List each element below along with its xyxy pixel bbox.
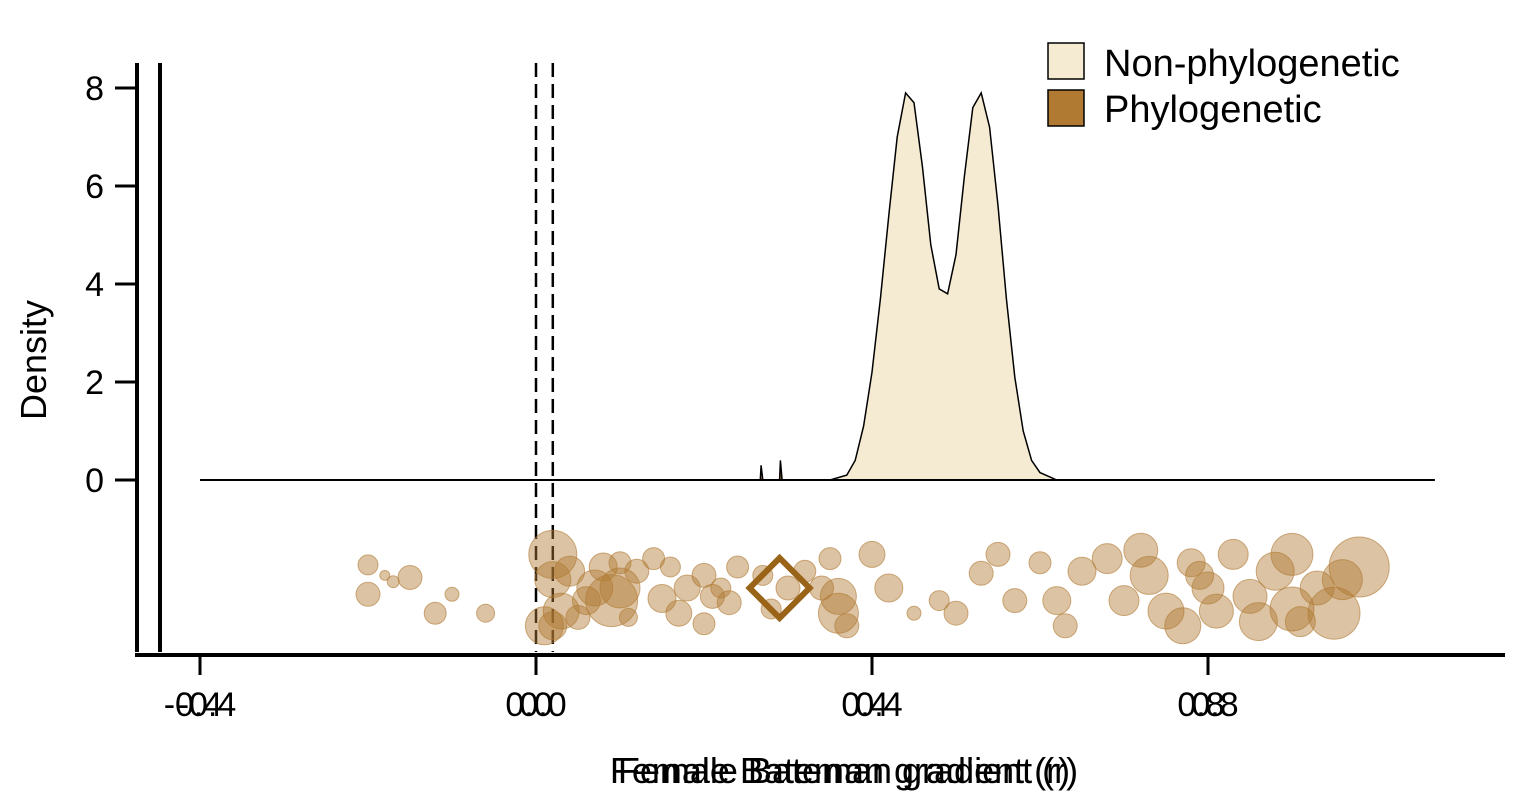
effect-size-point	[968, 560, 994, 586]
effect-size-point	[710, 577, 732, 599]
effect-size-point	[534, 561, 572, 599]
effect-size-point	[444, 586, 460, 602]
effect-size-point	[624, 558, 650, 584]
effect-size-point	[1232, 578, 1268, 614]
effect-size-point	[538, 611, 568, 641]
effect-size-point	[1198, 593, 1234, 629]
effect-size-point	[1328, 536, 1390, 598]
x-tick-label: 0.4	[841, 686, 888, 724]
effect-size-point	[906, 605, 922, 621]
effect-size-point	[1108, 585, 1140, 617]
effect-size-points	[355, 529, 1390, 646]
effect-size-point	[1002, 588, 1028, 614]
effect-size-point	[1028, 551, 1052, 575]
x-tick-label: 0.0	[519, 686, 566, 724]
legend-label-phylogenetic: Phylogenetic	[1104, 89, 1322, 131]
summary-diamond	[745, 553, 814, 623]
x-tick-label: -0.4	[178, 686, 237, 724]
effect-size-point	[1321, 559, 1363, 601]
effect-size-point	[817, 592, 859, 634]
y-ticks: 0 2 4 6 8	[85, 70, 137, 500]
effect-size-point	[585, 574, 639, 628]
x-tick-label: 0.8	[1191, 686, 1238, 724]
y-tick-label: 6	[85, 168, 104, 206]
x-tick-label: 0.4	[855, 686, 902, 724]
effect-size-point	[554, 555, 586, 587]
legend-swatch-phylogenetic	[1047, 89, 1085, 127]
reference-lines	[534, 63, 555, 652]
x-ticks: -0.4-0.4 0.00.0 0.40.4 0.80.8	[164, 655, 1239, 724]
y-tick-label: 0	[85, 462, 104, 500]
effect-size-point	[1147, 592, 1185, 630]
effect-size-point	[542, 592, 580, 630]
effect-size-point	[1185, 560, 1215, 590]
effect-size-point	[699, 583, 725, 609]
effect-size-point	[1238, 602, 1278, 642]
x-axis-title-overlay: Female Bateman gradient (r)	[618, 750, 1078, 791]
effect-size-point	[818, 547, 842, 571]
effect-size-point	[1042, 586, 1072, 616]
effect-size-point	[355, 581, 381, 607]
effect-size-point	[476, 603, 496, 623]
effect-size-point	[647, 584, 677, 613]
effect-size-point	[1091, 543, 1123, 575]
effect-size-point	[1123, 532, 1159, 568]
effect-size-point	[692, 612, 716, 636]
effect-size-point	[524, 606, 564, 646]
effect-size-point	[1191, 571, 1225, 605]
effect-size-point	[386, 575, 400, 589]
effect-size-point	[599, 567, 641, 609]
legend-swatch-non-phylogenetic	[1047, 42, 1085, 80]
effect-size-point	[858, 540, 886, 568]
effect-size-point	[1067, 556, 1097, 586]
effect-size-point	[618, 607, 638, 627]
effect-size-point	[1270, 532, 1314, 576]
x-axis-title: Female Bateman gradient (r)	[610, 750, 1070, 791]
y-tick-label: 4	[85, 266, 104, 304]
effect-size-point	[357, 554, 379, 576]
effect-size-point	[571, 586, 601, 616]
effect-size-point	[1217, 538, 1249, 570]
effect-size-point	[1299, 570, 1335, 606]
legend: Non-phylogenetic Phylogenetic	[1047, 42, 1400, 131]
effect-size-point	[665, 599, 693, 627]
density-area-non-phylogenetic	[200, 90, 1435, 481]
effect-size-point	[1307, 586, 1361, 640]
summary-marker-group	[745, 553, 814, 623]
effect-size-point	[716, 590, 742, 616]
effect-size-point	[565, 604, 591, 630]
legend-label-non-phylogenetic: Non-phylogenetic	[1104, 43, 1400, 85]
effect-size-point	[928, 590, 950, 612]
effect-size-point	[588, 552, 618, 582]
density-area-phylogenetic	[759, 460, 783, 481]
effect-size-point	[659, 556, 681, 578]
x-tick-label: 0.0	[505, 686, 552, 724]
effect-size-point	[775, 575, 801, 601]
effect-size-point	[874, 573, 904, 603]
effect-size-point	[943, 600, 969, 626]
effect-size-point	[834, 613, 860, 639]
effect-size-point	[379, 569, 391, 581]
effect-size-point	[819, 577, 857, 615]
y-axis-title: Density	[13, 300, 54, 420]
y-tick-label: 2	[85, 364, 104, 402]
density-areas	[200, 90, 1435, 481]
effect-size-point	[1052, 613, 1078, 639]
effect-size-point	[423, 601, 447, 625]
x-tick-label: 0.8	[1177, 686, 1224, 724]
effect-size-point	[1164, 607, 1202, 645]
effect-size-point	[1255, 551, 1295, 591]
effect-size-point	[397, 565, 423, 590]
y-tick-label: 8	[85, 70, 104, 108]
effect-size-point	[726, 555, 750, 579]
effect-size-point	[985, 541, 1011, 567]
effect-size-point	[1129, 555, 1169, 595]
x-tick-label: -0.4	[164, 686, 223, 724]
